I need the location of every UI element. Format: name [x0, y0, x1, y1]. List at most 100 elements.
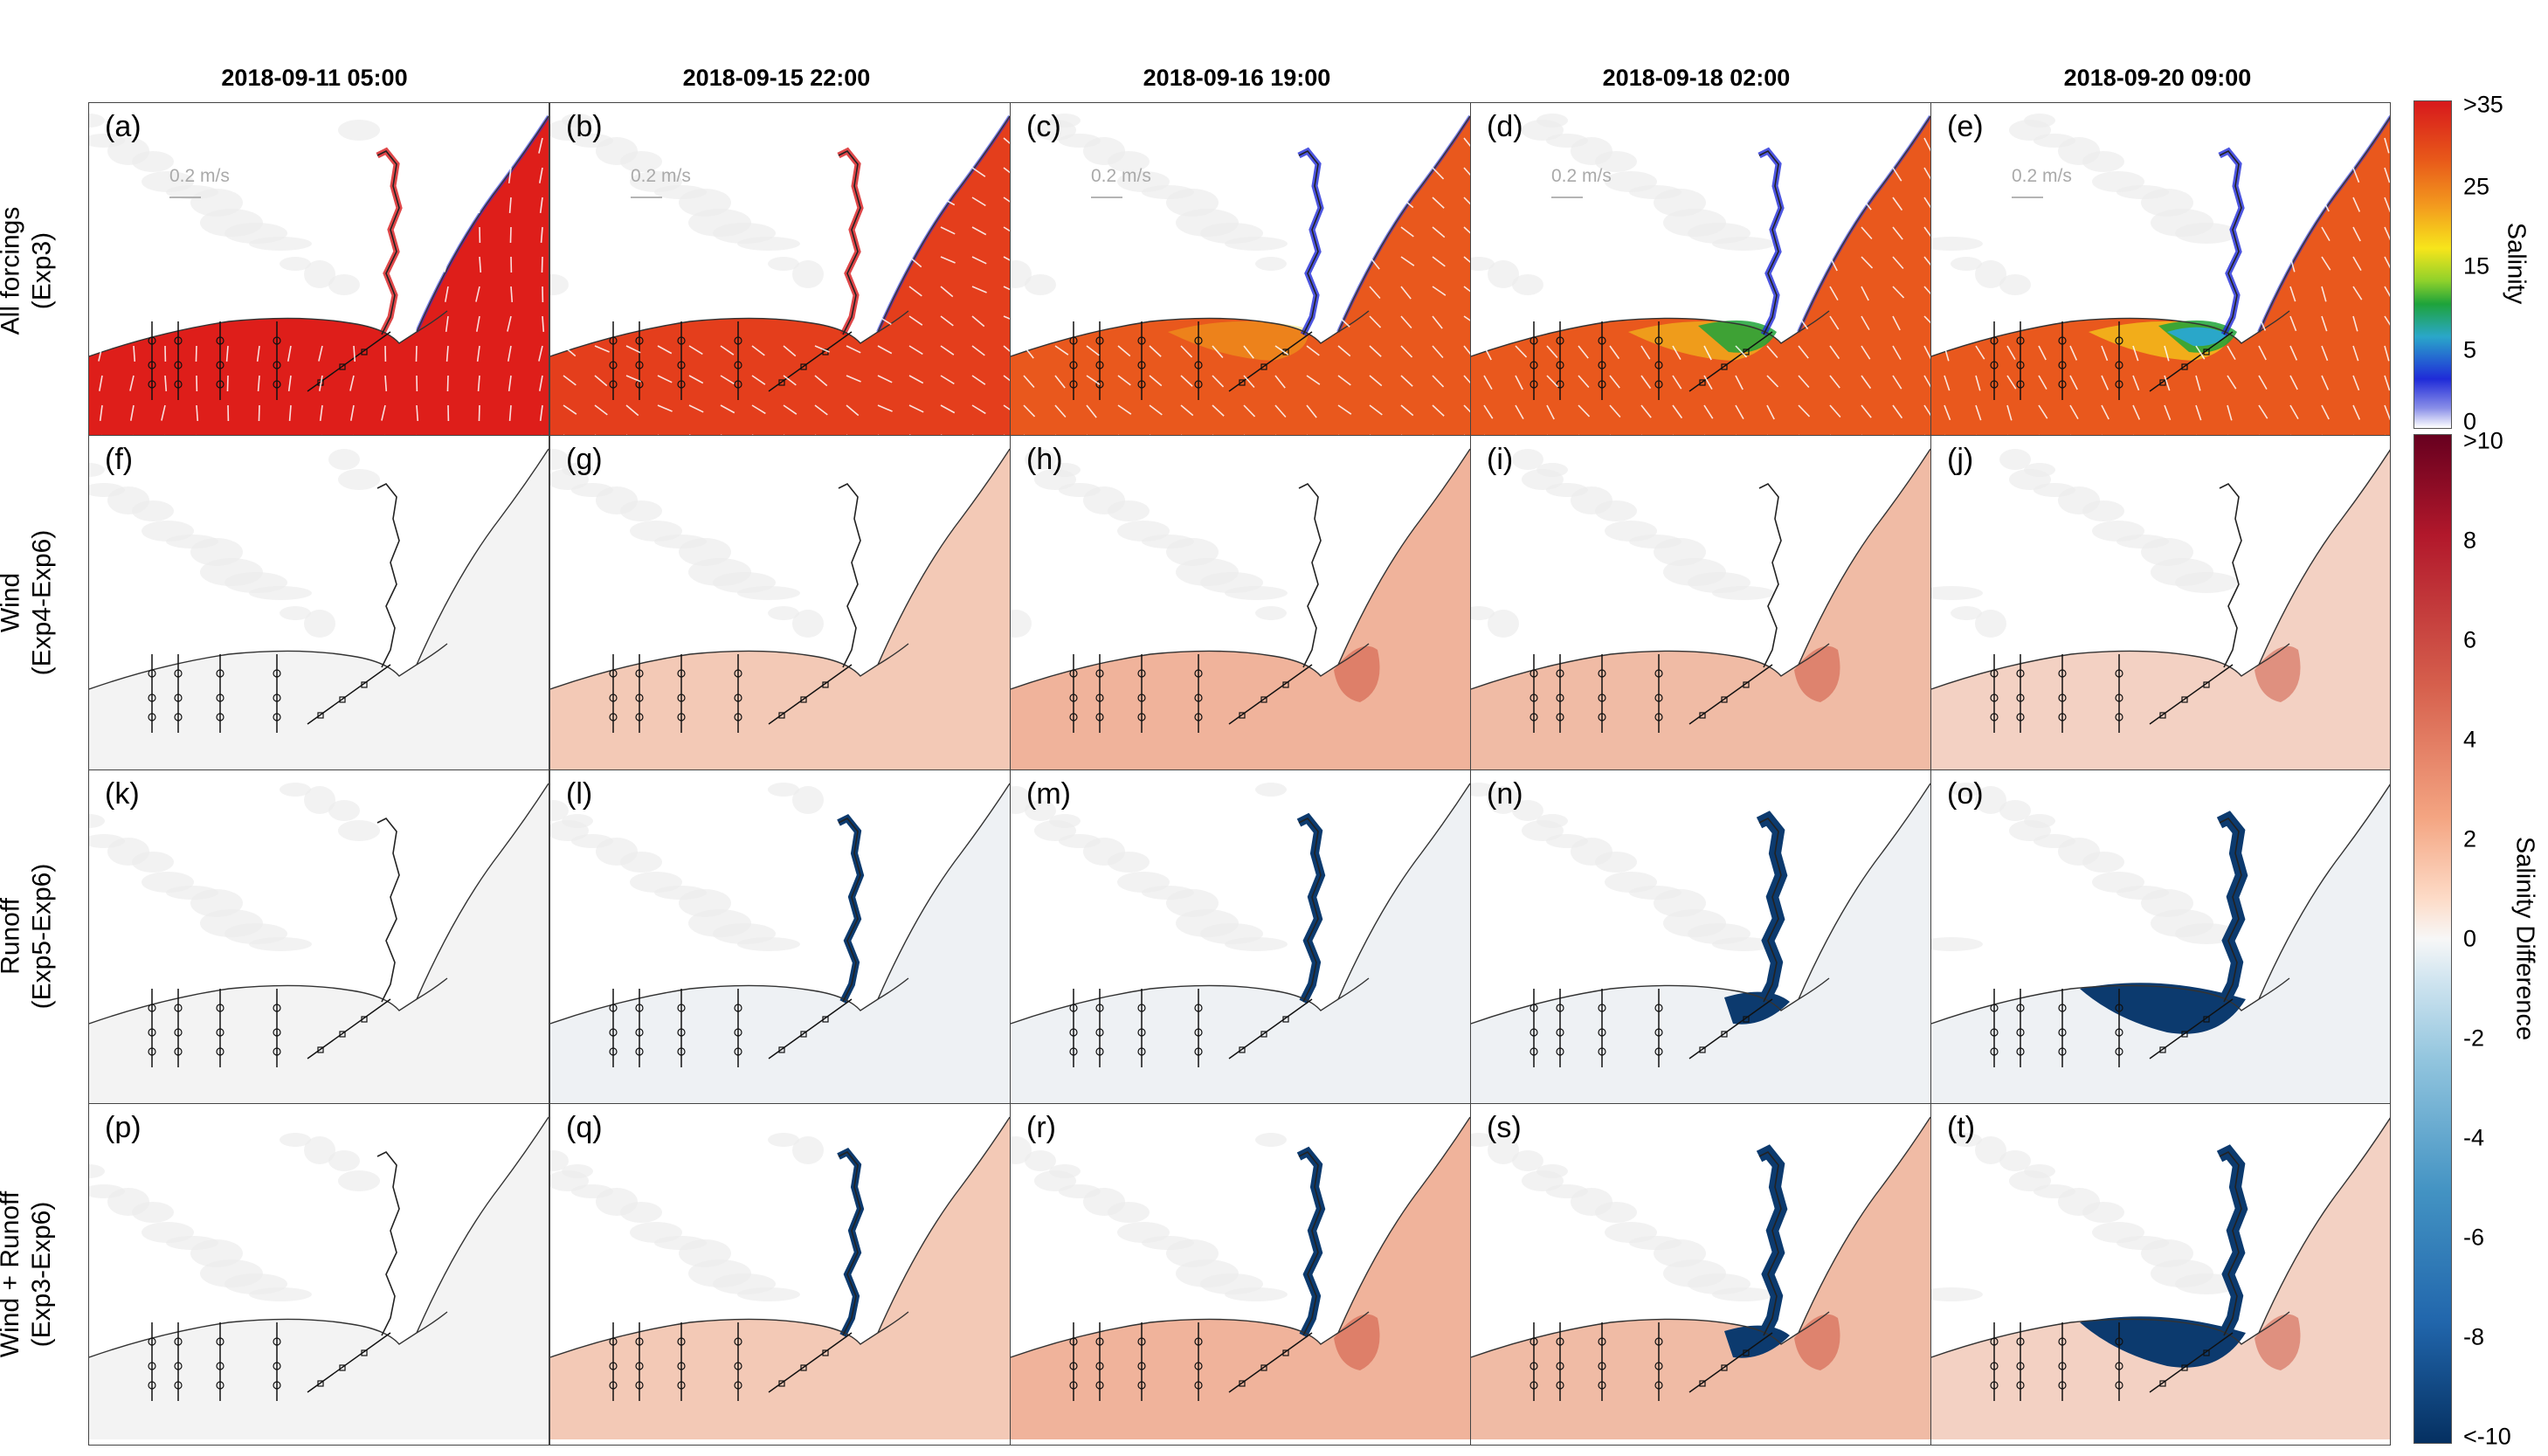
panel-label: (k)	[105, 777, 140, 811]
scale-label: 0.2 m/s	[169, 166, 230, 186]
ocean-field	[550, 783, 1010, 1104]
map-svg	[1931, 436, 2390, 769]
panel-label: (n)	[1487, 777, 1523, 811]
panel-label: (l)	[566, 777, 593, 811]
map-panel: (a) 0.2 m/s	[88, 102, 549, 438]
map-panel: (c) 0.2 m/s	[1010, 102, 1471, 438]
panel-label: (c)	[1026, 110, 1061, 143]
salinity-colorbar	[2413, 100, 2452, 429]
colorbar-tick: >10	[2463, 427, 2503, 454]
map-svg	[550, 770, 1010, 1104]
panel-label: (p)	[105, 1111, 142, 1144]
map-panel: (o)	[1930, 769, 2391, 1105]
panel-label: (a)	[105, 110, 142, 143]
row-label: Wind + Runoff(Exp3-Exp6)	[0, 1190, 57, 1358]
colorbar-tick: -6	[2463, 1224, 2485, 1251]
scale-label: 0.2 m/s	[2012, 166, 2072, 186]
colorbar-tick: 8	[2463, 527, 2477, 554]
column-title: 2018-09-16 19:00	[1143, 65, 1331, 91]
column-title: 2018-09-18 02:00	[1602, 65, 1791, 91]
scale-label: 0.2 m/s	[1551, 166, 1612, 186]
map-svg	[550, 1104, 1010, 1439]
map-svg	[1931, 103, 2390, 437]
panel-label: (h)	[1026, 443, 1063, 476]
map-svg	[550, 103, 1010, 437]
ocean-field	[1011, 116, 1470, 437]
panel-label: (q)	[566, 1111, 603, 1144]
map-panel: (d) 0.2 m/s	[1470, 102, 1931, 438]
map-panel: (q)	[549, 1103, 1011, 1446]
map-panel: (k)	[88, 769, 549, 1105]
map-svg	[1931, 770, 2390, 1104]
map-panel: (g)	[549, 435, 1011, 770]
map-svg	[1011, 1104, 1470, 1439]
ocean-field	[89, 449, 549, 769]
panel-label: (t)	[1947, 1111, 1976, 1144]
map-panel: (m)	[1010, 769, 1471, 1105]
ocean-field	[1471, 1117, 1930, 1439]
ocean-field	[89, 116, 549, 437]
row-label: Runoff (Exp5-Exp6)	[0, 863, 57, 1010]
map-svg	[89, 103, 549, 437]
panel-label: (j)	[1947, 443, 1974, 476]
map-svg	[1471, 1104, 1930, 1439]
panel-label: (f)	[105, 443, 134, 476]
ocean-field	[1931, 1118, 2390, 1439]
map-svg	[1471, 436, 1930, 769]
colorbar-tick: <-10	[2463, 1423, 2511, 1450]
colorbar-tick: 15	[2463, 252, 2490, 279]
ocean-field	[1931, 117, 2390, 437]
ocean-field	[1471, 449, 1930, 769]
difference-colorbar-title: Salinity Difference	[2510, 836, 2539, 1041]
ocean-field	[550, 449, 1010, 769]
panel-label: (b)	[566, 110, 603, 143]
scale-label: 0.2 m/s	[631, 166, 691, 186]
colorbar-tick: 0	[2463, 408, 2477, 435]
map-svg	[89, 770, 549, 1104]
ocean-field	[1931, 450, 2390, 769]
ocean-field	[89, 783, 549, 1104]
colorbar-tick: 25	[2463, 173, 2490, 200]
ocean-field	[1011, 449, 1470, 769]
ocean-field	[550, 1117, 1010, 1439]
salinity-colorbar-title: Salinity	[2502, 222, 2531, 305]
map-svg	[89, 436, 549, 769]
map-panel: (l)	[549, 769, 1011, 1105]
map-panel: (s)	[1470, 1103, 1931, 1446]
colorbar-tick: 6	[2463, 626, 2477, 653]
map-panel: (t)	[1930, 1103, 2391, 1446]
map-panel: (n)	[1470, 769, 1931, 1105]
map-panel: (p)	[88, 1103, 549, 1446]
colorbar-tick: >35	[2463, 91, 2503, 118]
panel-label: (o)	[1947, 777, 1984, 811]
map-panel: (b) 0.2 m/s	[549, 102, 1011, 438]
column-title: 2018-09-20 09:00	[2063, 65, 2252, 91]
colorbar-tick: 5	[2463, 336, 2477, 363]
column-title: 2018-09-15 22:00	[682, 65, 871, 91]
ocean-field	[1931, 784, 2390, 1104]
difference-colorbar	[2413, 434, 2452, 1444]
colorbar-tick: 2	[2463, 825, 2477, 852]
panel-label: (g)	[566, 443, 603, 476]
panel-label: (s)	[1487, 1111, 1522, 1144]
map-svg	[89, 1104, 549, 1439]
panel-label: (i)	[1487, 443, 1514, 476]
map-panel: (h)	[1010, 435, 1471, 770]
ocean-field	[1471, 116, 1930, 437]
row-label: Wind (Exp4-Exp6)	[0, 529, 57, 676]
map-panel: (e) 0.2 m/s	[1930, 102, 2391, 438]
panel-label: (m)	[1026, 777, 1071, 811]
colorbar-tick: -8	[2463, 1323, 2485, 1350]
colorbar-tick: 0	[2463, 925, 2477, 952]
map-panel: (r)	[1010, 1103, 1471, 1446]
map-panel: (j)	[1930, 435, 2391, 770]
map-svg	[1011, 103, 1470, 437]
map-svg	[1931, 1104, 2390, 1439]
panel-label: (e)	[1947, 110, 1984, 143]
colorbar-tick: 4	[2463, 726, 2477, 753]
scale-label: 0.2 m/s	[1091, 166, 1151, 186]
colorbar-tick: -2	[2463, 1025, 2485, 1052]
map-panel: (f)	[88, 435, 549, 770]
map-svg	[550, 436, 1010, 769]
map-svg	[1471, 770, 1930, 1104]
